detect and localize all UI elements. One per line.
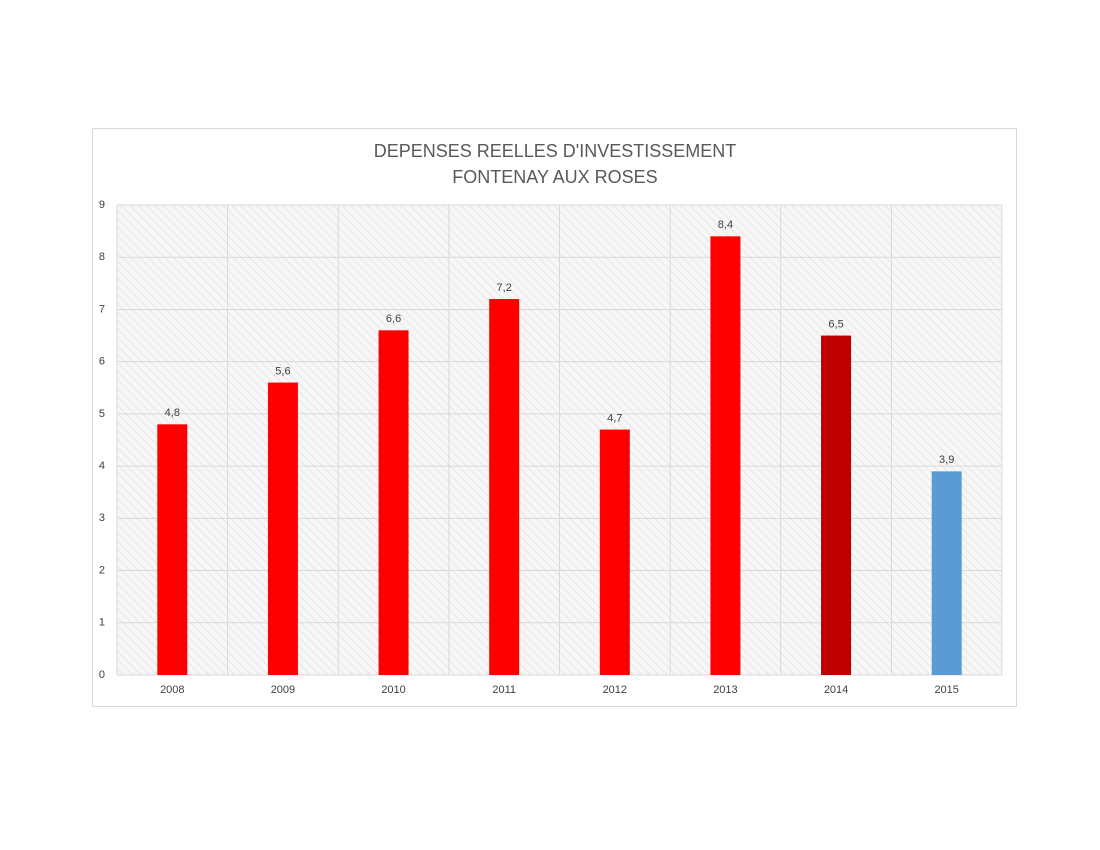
x-tick-label: 2012: [603, 684, 627, 696]
y-tick-label: 2: [99, 564, 105, 576]
value-label: 3,9: [939, 454, 954, 466]
y-tick-label: 9: [99, 199, 105, 211]
y-tick-label: 4: [99, 460, 105, 472]
bar: [378, 330, 409, 675]
value-label: 5,6: [275, 365, 290, 377]
y-tick-label: 3: [99, 512, 105, 524]
x-tick-label: 2010: [381, 684, 405, 696]
chart-subtitle: FONTENAY AUX ROSES: [452, 167, 657, 187]
y-tick-label: 7: [99, 303, 105, 315]
x-tick-label: 2011: [492, 684, 516, 696]
bar: [821, 335, 852, 675]
bar: [599, 429, 630, 675]
x-tick-label: 2009: [271, 684, 295, 696]
y-tick-label: 1: [99, 617, 105, 629]
x-tick-label: 2015: [934, 684, 958, 696]
value-label: 4,7: [607, 412, 622, 424]
value-label: 4,8: [165, 407, 180, 419]
bar: [489, 299, 520, 675]
y-tick-label: 8: [99, 251, 105, 263]
bar: [710, 236, 741, 676]
y-tick-label: 5: [99, 408, 105, 420]
value-label: 7,2: [497, 282, 512, 294]
x-tick-label: 2014: [824, 684, 848, 696]
bar: [157, 424, 188, 675]
value-label: 8,4: [718, 219, 733, 231]
y-tick-label: 6: [99, 356, 105, 368]
chart-title: DEPENSES REELLES D'INVESTISSEMENT: [374, 141, 737, 161]
x-tick-label: 2013: [713, 684, 737, 696]
value-label: 6,5: [828, 318, 843, 330]
y-tick-label: 0: [99, 669, 105, 681]
bar: [931, 471, 962, 675]
bar: [267, 382, 298, 675]
x-tick-label: 2008: [160, 684, 184, 696]
value-label: 6,6: [386, 313, 401, 325]
